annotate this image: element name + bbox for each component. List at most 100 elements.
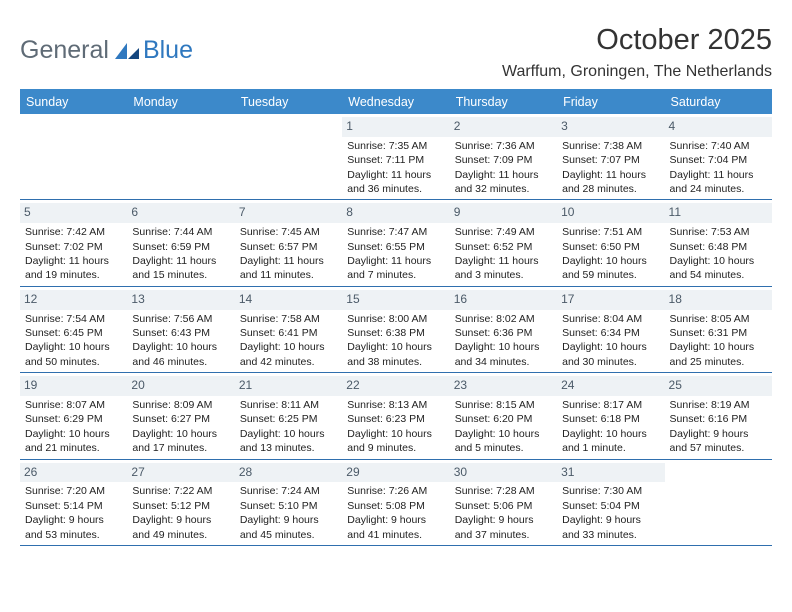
calendar-cell: 15Sunrise: 8:00 AMSunset: 6:38 PMDayligh… bbox=[342, 286, 449, 372]
day-number: 12 bbox=[20, 290, 127, 310]
day-number: 10 bbox=[557, 203, 664, 223]
sunrise-line: Sunrise: 7:47 AM bbox=[347, 225, 444, 239]
sunset-line: Sunset: 6:43 PM bbox=[132, 326, 229, 340]
daylight-line: Daylight: 10 hours and 17 minutes. bbox=[132, 427, 229, 456]
brand-logo: General Blue bbox=[20, 36, 193, 65]
calendar-cell: 31Sunrise: 7:30 AMSunset: 5:04 PMDayligh… bbox=[557, 459, 664, 545]
sunset-line: Sunset: 7:07 PM bbox=[562, 153, 659, 167]
sail-icon bbox=[113, 41, 141, 61]
sunset-line: Sunset: 6:55 PM bbox=[347, 240, 444, 254]
calendar-cell: 5Sunrise: 7:42 AMSunset: 7:02 PMDaylight… bbox=[20, 200, 127, 286]
day-number: 15 bbox=[342, 290, 449, 310]
sunrise-line: Sunrise: 7:35 AM bbox=[347, 139, 444, 153]
calendar-cell: 20Sunrise: 8:09 AMSunset: 6:27 PMDayligh… bbox=[127, 373, 234, 459]
calendar-cell: 29Sunrise: 7:26 AMSunset: 5:08 PMDayligh… bbox=[342, 459, 449, 545]
daylight-line: Daylight: 11 hours and 3 minutes. bbox=[455, 254, 552, 283]
weekday-header: Tuesday bbox=[235, 90, 342, 115]
day-number: 7 bbox=[235, 203, 342, 223]
sunrise-line: Sunrise: 7:51 AM bbox=[562, 225, 659, 239]
calendar-cell: 18Sunrise: 8:05 AMSunset: 6:31 PMDayligh… bbox=[665, 286, 772, 372]
calendar-cell-empty bbox=[665, 459, 772, 545]
sunset-line: Sunset: 5:14 PM bbox=[25, 499, 122, 513]
sunrise-line: Sunrise: 7:42 AM bbox=[25, 225, 122, 239]
sunset-line: Sunset: 6:34 PM bbox=[562, 326, 659, 340]
sunset-line: Sunset: 6:41 PM bbox=[240, 326, 337, 340]
day-number: 28 bbox=[235, 463, 342, 483]
calendar-cell-empty bbox=[20, 114, 127, 200]
sunset-line: Sunset: 6:36 PM bbox=[455, 326, 552, 340]
calendar-cell: 3Sunrise: 7:38 AMSunset: 7:07 PMDaylight… bbox=[557, 114, 664, 200]
day-number: 9 bbox=[450, 203, 557, 223]
daylight-line: Daylight: 10 hours and 42 minutes. bbox=[240, 340, 337, 369]
daylight-line: Daylight: 10 hours and 30 minutes. bbox=[562, 340, 659, 369]
weekday-header: Monday bbox=[127, 90, 234, 115]
daylight-line: Daylight: 11 hours and 15 minutes. bbox=[132, 254, 229, 283]
daylight-line: Daylight: 10 hours and 50 minutes. bbox=[25, 340, 122, 369]
daylight-line: Daylight: 10 hours and 9 minutes. bbox=[347, 427, 444, 456]
sunrise-line: Sunrise: 7:26 AM bbox=[347, 484, 444, 498]
weekday-header: Friday bbox=[557, 90, 664, 115]
day-number: 26 bbox=[20, 463, 127, 483]
sunset-line: Sunset: 6:52 PM bbox=[455, 240, 552, 254]
day-number: 16 bbox=[450, 290, 557, 310]
header: General Blue October 2025 Warffum, Groni… bbox=[20, 24, 772, 81]
day-number: 23 bbox=[450, 376, 557, 396]
day-number: 31 bbox=[557, 463, 664, 483]
day-number: 3 bbox=[557, 117, 664, 137]
daylight-line: Daylight: 9 hours and 41 minutes. bbox=[347, 513, 444, 542]
daylight-line: Daylight: 10 hours and 21 minutes. bbox=[25, 427, 122, 456]
daylight-line: Daylight: 10 hours and 25 minutes. bbox=[670, 340, 767, 369]
sunrise-line: Sunrise: 7:30 AM bbox=[562, 484, 659, 498]
calendar-row: 26Sunrise: 7:20 AMSunset: 5:14 PMDayligh… bbox=[20, 459, 772, 545]
sunset-line: Sunset: 6:57 PM bbox=[240, 240, 337, 254]
daylight-line: Daylight: 10 hours and 54 minutes. bbox=[670, 254, 767, 283]
daylight-line: Daylight: 10 hours and 59 minutes. bbox=[562, 254, 659, 283]
daylight-line: Daylight: 10 hours and 5 minutes. bbox=[455, 427, 552, 456]
day-number: 25 bbox=[665, 376, 772, 396]
day-number: 11 bbox=[665, 203, 772, 223]
sunrise-line: Sunrise: 8:17 AM bbox=[562, 398, 659, 412]
sunset-line: Sunset: 6:29 PM bbox=[25, 412, 122, 426]
day-number: 17 bbox=[557, 290, 664, 310]
daylight-line: Daylight: 10 hours and 34 minutes. bbox=[455, 340, 552, 369]
sunset-line: Sunset: 7:04 PM bbox=[670, 153, 767, 167]
calendar-row: 12Sunrise: 7:54 AMSunset: 6:45 PMDayligh… bbox=[20, 286, 772, 372]
sunrise-line: Sunrise: 7:53 AM bbox=[670, 225, 767, 239]
daylight-line: Daylight: 11 hours and 19 minutes. bbox=[25, 254, 122, 283]
daylight-line: Daylight: 11 hours and 11 minutes. bbox=[240, 254, 337, 283]
day-number: 19 bbox=[20, 376, 127, 396]
calendar-cell-empty bbox=[235, 114, 342, 200]
daylight-line: Daylight: 10 hours and 46 minutes. bbox=[132, 340, 229, 369]
calendar-cell: 14Sunrise: 7:58 AMSunset: 6:41 PMDayligh… bbox=[235, 286, 342, 372]
day-number: 8 bbox=[342, 203, 449, 223]
weekday-header: Saturday bbox=[665, 90, 772, 115]
sunrise-line: Sunrise: 7:45 AM bbox=[240, 225, 337, 239]
calendar-cell: 4Sunrise: 7:40 AMSunset: 7:04 PMDaylight… bbox=[665, 114, 772, 200]
day-number: 29 bbox=[342, 463, 449, 483]
sunrise-line: Sunrise: 8:11 AM bbox=[240, 398, 337, 412]
daylight-line: Daylight: 9 hours and 53 minutes. bbox=[25, 513, 122, 542]
sunrise-line: Sunrise: 8:07 AM bbox=[25, 398, 122, 412]
weekday-header: Sunday bbox=[20, 90, 127, 115]
calendar-cell: 7 Sunrise: 7:45 AMSunset: 6:57 PMDaylight… bbox=[235, 200, 342, 286]
calendar-body: 1Sunrise: 7:35 AMSunset: 7:11 PMDaylight… bbox=[20, 114, 772, 545]
sunset-line: Sunset: 7:11 PM bbox=[347, 153, 444, 167]
sunset-line: Sunset: 6:59 PM bbox=[132, 240, 229, 254]
weekday-header: Wednesday bbox=[342, 90, 449, 115]
calendar-cell: 1Sunrise: 7:35 AMSunset: 7:11 PMDaylight… bbox=[342, 114, 449, 200]
sunset-line: Sunset: 6:16 PM bbox=[670, 412, 767, 426]
daylight-line: Daylight: 9 hours and 49 minutes. bbox=[132, 513, 229, 542]
brand-text-blue: Blue bbox=[143, 36, 193, 65]
sunrise-line: Sunrise: 7:56 AM bbox=[132, 312, 229, 326]
daylight-line: Daylight: 10 hours and 1 minute. bbox=[562, 427, 659, 456]
calendar-cell: 11 Sunrise: 7:53 AMSunset: 6:48 PMDayligh… bbox=[665, 200, 772, 286]
calendar-cell: 28Sunrise: 7:24 AMSunset: 5:10 PMDayligh… bbox=[235, 459, 342, 545]
calendar-cell: 6Sunrise: 7:44 AMSunset: 6:59 PMDaylight… bbox=[127, 200, 234, 286]
sunset-line: Sunset: 6:48 PM bbox=[670, 240, 767, 254]
calendar-cell: 12Sunrise: 7:54 AMSunset: 6:45 PMDayligh… bbox=[20, 286, 127, 372]
calendar-cell-empty bbox=[127, 114, 234, 200]
sunrise-line: Sunrise: 7:49 AM bbox=[455, 225, 552, 239]
sunrise-line: Sunrise: 7:36 AM bbox=[455, 139, 552, 153]
day-number: 20 bbox=[127, 376, 234, 396]
daylight-line: Daylight: 11 hours and 24 minutes. bbox=[670, 168, 767, 197]
